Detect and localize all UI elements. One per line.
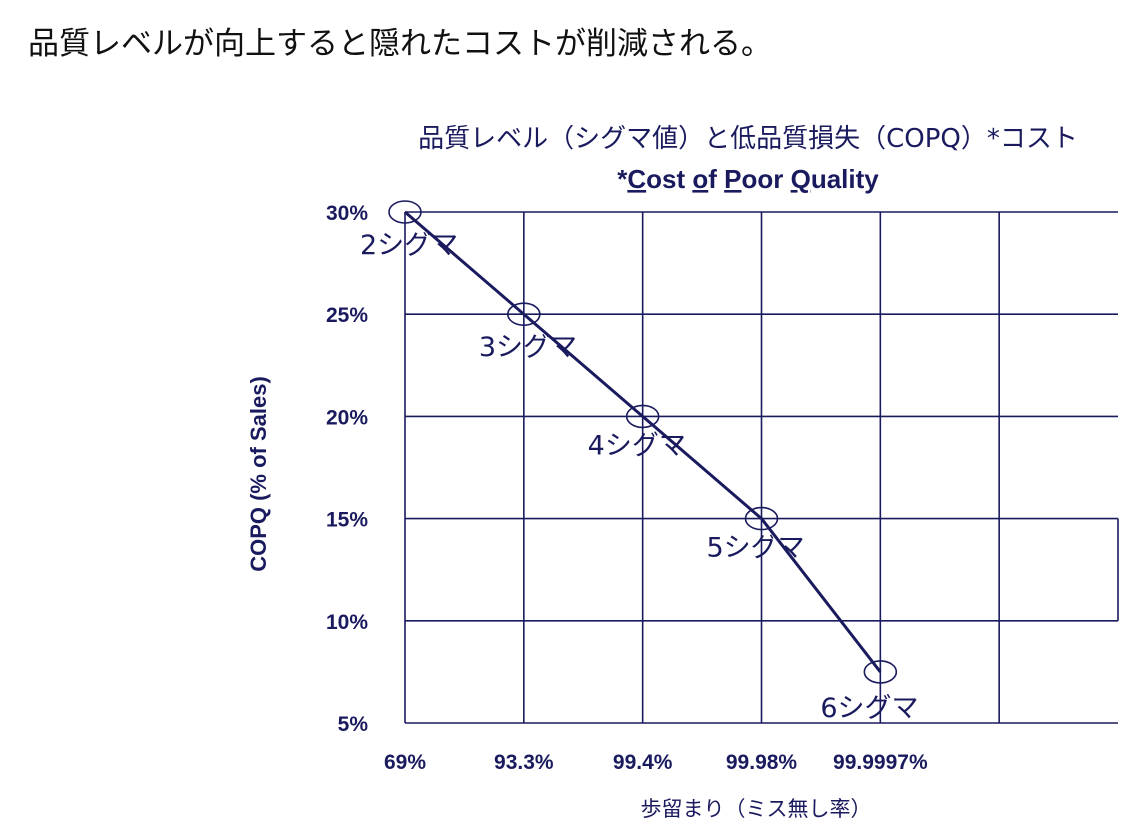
x-axis-ticks: 69% 93.3% 99.4% 99.98% 99.9997%	[384, 751, 928, 774]
y-axis-ticks: 5% 10% 15% 20% 25% 30%	[326, 202, 368, 736]
x-tick-label: 99.9997%	[833, 751, 928, 774]
y-tick-label: 5%	[338, 713, 369, 736]
x-axis-label: 歩留まり（ミス無し率）	[641, 797, 872, 821]
data-point-label: 3シグマ	[479, 332, 577, 363]
y-tick-label: 20%	[326, 406, 368, 429]
chart-subtitle: *Cost of Poor Quality	[617, 164, 879, 194]
subtitle-prefix: *	[617, 164, 628, 194]
subtitle-part-5: oor	[742, 164, 791, 194]
y-tick-label: 15%	[326, 509, 368, 532]
subtitle-part-6: Q	[791, 164, 811, 194]
y-tick-label: 30%	[326, 202, 368, 225]
subtitle-part-7: uality	[811, 164, 879, 194]
series-points: 2シグマ 3シグマ 4シグマ 5シグマ 6シグマ	[360, 200, 919, 724]
page-headline: 品質レベルが向上すると隠れたコストが削減される。	[28, 26, 772, 62]
subtitle-part-3: f	[708, 164, 724, 194]
data-point-label: 5シグマ	[707, 533, 805, 564]
subtitle-part-1: ost	[646, 164, 692, 194]
subtitle-part-4: P	[724, 164, 741, 194]
series-line	[404, 210, 882, 673]
series-line-path	[404, 210, 882, 673]
y-axis-label: COPQ (% of Sales)	[246, 376, 271, 572]
y-tick-label: 25%	[326, 304, 368, 327]
y-tick-label: 10%	[326, 611, 368, 634]
data-point-marker	[744, 506, 779, 531]
data-point-label: 4シグマ	[588, 430, 686, 461]
x-tick-label: 99.98%	[726, 751, 798, 774]
subtitle-part-2: o	[692, 164, 708, 194]
data-point-label: 6シグマ	[820, 693, 918, 724]
x-tick-label: 93.3%	[494, 751, 554, 774]
chart-gridlines	[404, 211, 1119, 724]
data-point-marker	[625, 404, 660, 429]
x-tick-label: 69%	[384, 751, 426, 774]
data-point-marker	[388, 200, 422, 224]
data-point-label: 2シグマ	[360, 230, 458, 261]
subtitle-part-0: C	[627, 164, 646, 194]
chart-title: 品質レベル（シグマ値）と低品質損失（COPQ）*コスト	[418, 124, 1078, 154]
x-tick-label: 99.4%	[613, 751, 673, 774]
data-point-marker	[863, 660, 898, 684]
data-point-marker	[507, 302, 541, 327]
